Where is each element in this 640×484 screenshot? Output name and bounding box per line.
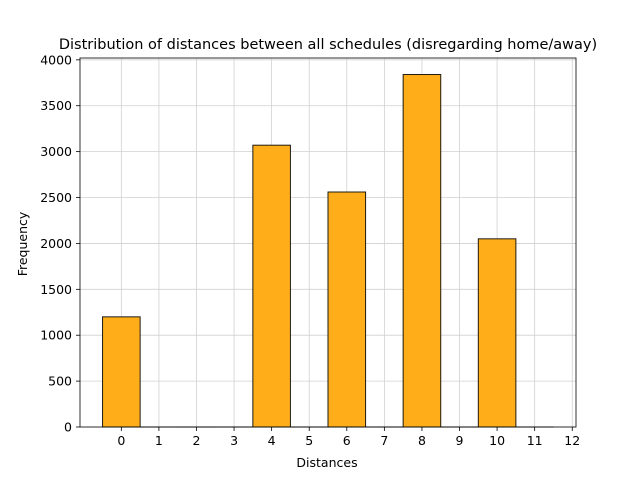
x-tick-label: 2 <box>193 433 201 448</box>
x-tick-label: 9 <box>456 433 464 448</box>
x-tick-label: 5 <box>305 433 313 448</box>
y-tick-label: 4000 <box>40 52 72 67</box>
y-tick-label: 2000 <box>40 236 72 251</box>
y-tick-label: 500 <box>48 374 72 389</box>
bar <box>403 75 441 427</box>
x-tick-label: 6 <box>343 433 351 448</box>
y-tick-label: 0 <box>64 420 72 435</box>
y-axis-label: Frequency <box>15 211 30 276</box>
bar <box>253 145 291 427</box>
y-tick-label: 1500 <box>40 282 72 297</box>
x-tick-label: 4 <box>268 433 276 448</box>
chart-title: Distribution of distances between all sc… <box>59 37 597 53</box>
x-tick-label: 10 <box>489 433 505 448</box>
y-tick-label: 2500 <box>40 190 72 205</box>
y-tick-label: 1000 <box>40 328 72 343</box>
y-tick-label: 3500 <box>40 98 72 113</box>
bar <box>478 239 516 427</box>
x-tick-label: 7 <box>380 433 388 448</box>
x-tick-label: 0 <box>117 433 125 448</box>
y-axis-ticks: 0 500 1000 1500 2000 2500 3000 3500 4000 <box>40 52 80 434</box>
y-tick-label: 3000 <box>40 144 72 159</box>
x-tick-label: 3 <box>230 433 238 448</box>
bars <box>103 75 554 427</box>
bar <box>103 317 141 427</box>
bar <box>328 192 366 427</box>
x-tick-label: 1 <box>155 433 163 448</box>
x-tick-label: 12 <box>564 433 580 448</box>
x-tick-label: 11 <box>527 433 543 448</box>
x-axis-label: Distances <box>296 455 357 470</box>
x-tick-label: 8 <box>418 433 426 448</box>
